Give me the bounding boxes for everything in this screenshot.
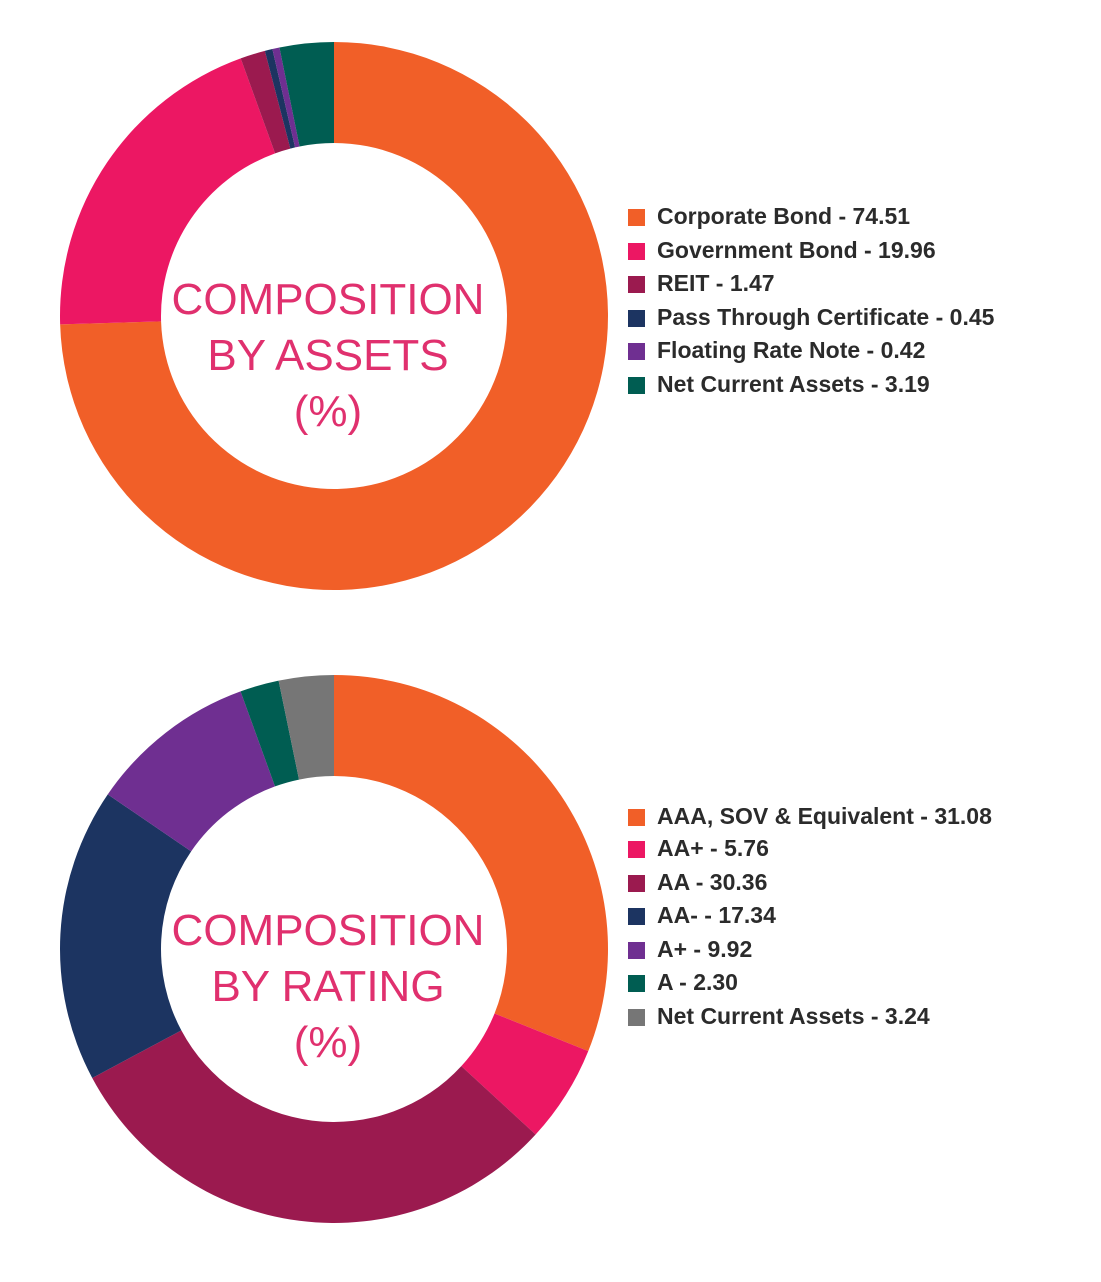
assets-chart-title: COMPOSITION BY ASSETS (%) — [128, 272, 528, 440]
legend-swatch — [628, 309, 645, 327]
legend-swatch — [628, 276, 645, 293]
legend-swatch — [628, 343, 645, 360]
legend-item-aa-plus: AA+ - 5.76 — [628, 832, 1068, 866]
slice-corporate-bond — [60, 42, 609, 590]
legend-swatch — [628, 908, 645, 925]
assets-title-line-3: (%) — [293, 387, 363, 436]
assets-donut-chart — [60, 42, 609, 590]
legend-label: Corporate Bond - 74.51 — [657, 203, 911, 229]
legend-item-floating-rate-note: Floating Rate Note - 0.42 — [628, 334, 1068, 368]
rating-title-line-2: BY RATING — [211, 962, 445, 1011]
legend-swatch — [628, 941, 645, 959]
legend-label: Net Current Assets - 3.24 — [657, 1002, 930, 1029]
legend-label: Floating Rate Note - 0.42 — [657, 337, 926, 363]
legend-swatch — [628, 975, 645, 992]
slice-aa — [461, 1013, 589, 1135]
slice-aaa-sov-equivalent — [334, 675, 609, 1052]
legend-item-a: A - 2.30 — [628, 966, 1068, 1000]
legend-label: REIT - 1.47 — [657, 270, 775, 296]
legend-swatch — [628, 376, 645, 394]
rating-donut-chart — [60, 675, 609, 1223]
legend-label: Net Current Assets - 3.19 — [657, 370, 930, 397]
legend-item-government-bond: Government Bond - 19.96 — [628, 234, 1068, 268]
slice-net-current-assets — [278, 675, 334, 780]
legend-item-pass-through-certificate: Pass Through Certificate - 0.45 — [628, 301, 1068, 335]
slice-government-bond — [60, 58, 276, 325]
legend-item-aa: AA - 30.36 — [628, 866, 1068, 900]
legend-swatch — [628, 874, 645, 892]
legend-label: Government Bond - 19.96 — [657, 236, 936, 263]
legend-label: A+ - 9.92 — [657, 935, 753, 962]
legend-swatch — [628, 242, 645, 260]
slice-pass-through-certificate — [264, 49, 296, 149]
assets-title-line-2: BY ASSETS — [207, 331, 449, 380]
slice-floating-rate-note — [272, 47, 300, 148]
slice-net-current-assets — [279, 42, 334, 147]
legend-item-a-plus: A+ - 9.92 — [628, 933, 1068, 967]
legend-label: AAA, SOV & Equivalent - 31.08 — [657, 803, 992, 829]
slice-reit — [240, 50, 291, 154]
rating-title-line-1: COMPOSITION — [171, 906, 485, 955]
slice-a — [107, 691, 275, 852]
legend-item-net-current-assets: Net Current Assets - 3.24 — [628, 1000, 1068, 1034]
slice-a — [240, 680, 300, 787]
legend-label: Pass Through Certificate - 0.45 — [657, 303, 995, 330]
legend-label: AA- - 17.34 — [657, 902, 776, 928]
legend-swatch — [628, 1008, 645, 1026]
legend-item-aaa-sov: AAA, SOV & Equivalent - 31.08 — [628, 800, 997, 832]
legend-swatch — [628, 209, 645, 226]
slice-aa — [60, 794, 192, 1078]
legend-item-reit: REIT - 1.47 — [628, 267, 1068, 301]
legend-swatch — [628, 841, 645, 858]
slice-aa — [92, 1030, 536, 1223]
assets-title-line-1: COMPOSITION — [171, 275, 485, 324]
legend-item-corporate-bond: Corporate Bond - 74.51 — [628, 200, 1068, 234]
legend-label: AA+ - 5.76 — [657, 835, 769, 861]
rating-legend: AAA, SOV & Equivalent - 31.08 AA+ - 5.76… — [628, 800, 1068, 1033]
legend-label: AA - 30.36 — [657, 868, 768, 895]
legend-item-net-current-assets: Net Current Assets - 3.19 — [628, 368, 1068, 402]
rating-chart-title: COMPOSITION BY RATING (%) — [128, 903, 528, 1071]
rating-title-line-3: (%) — [293, 1018, 363, 1067]
assets-legend: Corporate Bond - 74.51 Government Bond -… — [628, 200, 1068, 401]
legend-swatch — [628, 809, 645, 826]
legend-label: A - 2.30 — [657, 969, 738, 995]
legend-item-aa-minus: AA- - 17.34 — [628, 899, 1068, 933]
